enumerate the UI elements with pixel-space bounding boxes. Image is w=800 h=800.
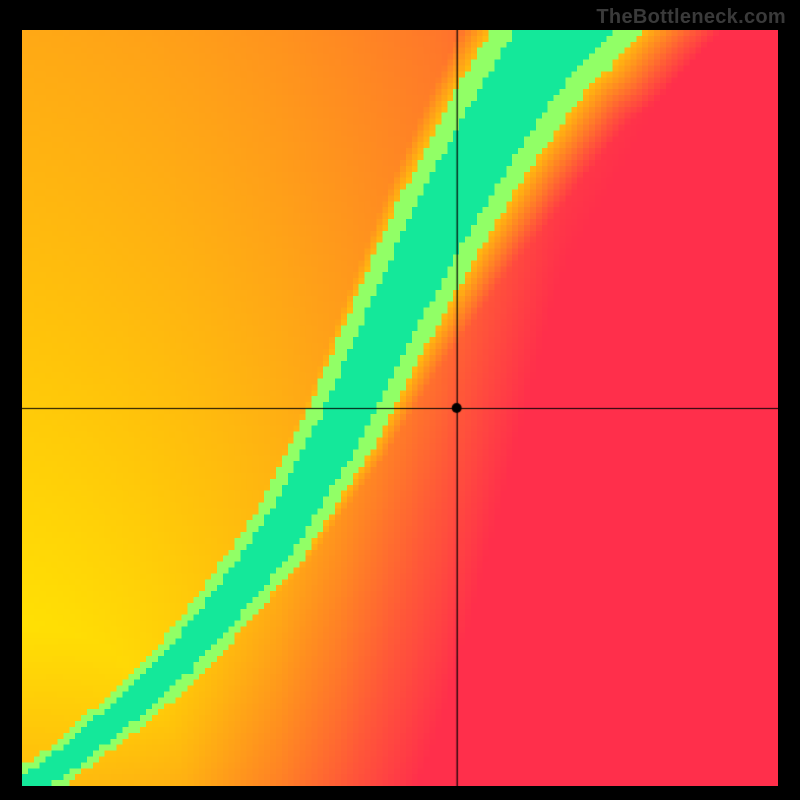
bottleneck-heatmap (22, 30, 778, 786)
attribution-text: TheBottleneck.com (596, 6, 786, 29)
chart-container: { "attribution": { "text": "TheBottlenec… (0, 0, 800, 800)
